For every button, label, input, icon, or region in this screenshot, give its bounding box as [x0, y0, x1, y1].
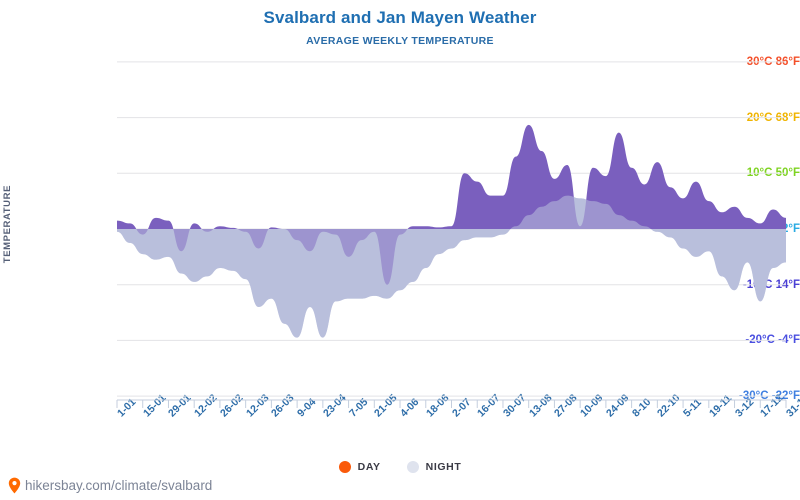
chart-subtitle: AVERAGE WEEKLY TEMPERATURE [306, 35, 494, 47]
day-series-area [117, 124, 786, 285]
day-legend-label: DAY [357, 461, 381, 473]
x-axis-line [116, 399, 787, 408]
night-legend-label: NIGHT [425, 461, 462, 473]
footer[interactable]: hikersbay.com/climate/svalbard [8, 477, 212, 494]
night-series-overlay [117, 195, 786, 338]
legend-item-day[interactable]: DAY [338, 461, 381, 473]
night-legend-dot [406, 461, 419, 473]
page-title: Svalbard and Jan Mayen Weather [263, 8, 537, 27]
map-pin-icon [8, 477, 21, 494]
chart-legend: DAY NIGHT [0, 461, 800, 473]
footer-url: hikersbay.com/climate/svalbard [25, 478, 213, 493]
day-legend-dot [338, 461, 351, 473]
legend-item-night[interactable]: NIGHT [406, 461, 462, 473]
